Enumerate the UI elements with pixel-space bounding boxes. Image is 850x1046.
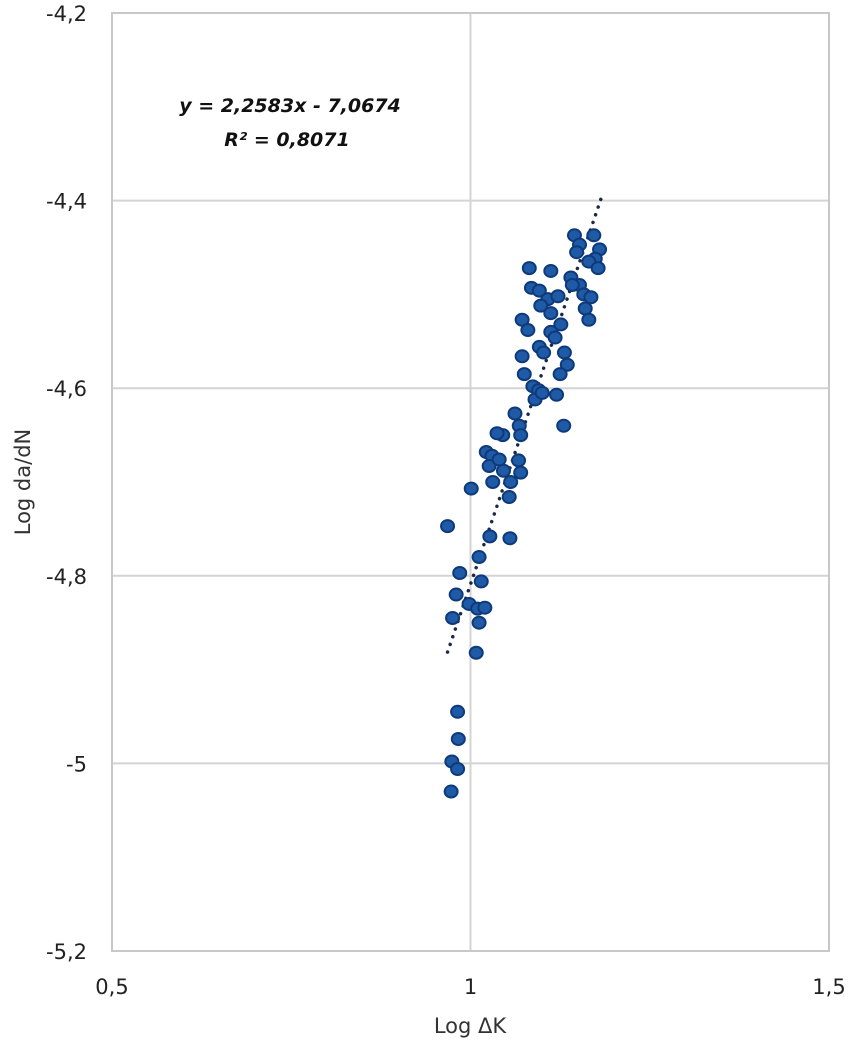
data-point bbox=[513, 465, 529, 480]
data-point bbox=[533, 298, 549, 313]
data-point bbox=[491, 452, 507, 467]
plot-area-border bbox=[111, 12, 830, 952]
y-tick-label: -4,2 bbox=[46, 2, 87, 26]
x-axis-title: Log ΔK bbox=[434, 1014, 508, 1038]
data-point bbox=[502, 531, 518, 546]
data-point bbox=[521, 261, 537, 276]
y-axis-title: Log da/dN bbox=[11, 429, 35, 536]
r-squared-label: R² = 0,8071 bbox=[224, 129, 349, 151]
trendline bbox=[445, 197, 603, 654]
data-point bbox=[452, 565, 468, 580]
data-point bbox=[443, 784, 459, 799]
data-point bbox=[507, 406, 523, 421]
x-tick-label: 0,5 bbox=[95, 975, 128, 999]
trendline-path bbox=[445, 197, 603, 654]
data-point bbox=[552, 367, 568, 382]
y-tick-label: -4,8 bbox=[46, 565, 87, 589]
data-point bbox=[586, 228, 602, 243]
data-point bbox=[463, 481, 479, 496]
data-point bbox=[471, 615, 487, 630]
data-point bbox=[513, 428, 529, 443]
data-point bbox=[559, 357, 575, 372]
data-point bbox=[471, 550, 487, 565]
data-point bbox=[564, 278, 580, 293]
data-point bbox=[450, 704, 466, 719]
data-point bbox=[501, 490, 517, 505]
data-point bbox=[547, 330, 563, 345]
data-point bbox=[577, 301, 593, 316]
data-point bbox=[581, 312, 597, 327]
data-point bbox=[583, 290, 599, 305]
data-point bbox=[445, 611, 461, 626]
data-point bbox=[489, 426, 505, 441]
data-point bbox=[543, 263, 559, 278]
data-point bbox=[485, 475, 501, 489]
data-point bbox=[550, 289, 566, 304]
data-point bbox=[536, 345, 552, 360]
data-point bbox=[553, 317, 569, 332]
trendline-equation: y = 2,2583x - 7,0674 bbox=[179, 95, 401, 117]
data-point bbox=[511, 453, 527, 468]
data-points bbox=[440, 228, 608, 799]
y-tick-label: -4,4 bbox=[46, 190, 87, 214]
gridlines bbox=[111, 12, 830, 952]
y-tick-label: -5,2 bbox=[46, 940, 87, 964]
data-point bbox=[556, 345, 572, 360]
data-point bbox=[448, 587, 464, 602]
data-point bbox=[440, 519, 456, 534]
x-tick-label: 1,5 bbox=[812, 975, 845, 999]
y-tick-label: -5 bbox=[66, 752, 87, 776]
data-point bbox=[495, 463, 511, 478]
x-tick-label: 1 bbox=[464, 975, 477, 999]
data-point bbox=[590, 261, 606, 276]
data-point bbox=[482, 529, 498, 544]
data-point bbox=[477, 600, 493, 615]
data-point bbox=[543, 306, 559, 321]
data-point bbox=[534, 385, 550, 400]
data-point bbox=[481, 459, 497, 474]
data-point bbox=[549, 387, 565, 402]
data-point bbox=[450, 762, 466, 777]
data-point bbox=[450, 732, 466, 747]
data-point bbox=[503, 475, 519, 489]
data-point bbox=[516, 367, 532, 382]
x-axis-ticks: 0,5 1 1,5 bbox=[95, 975, 845, 999]
data-point bbox=[473, 574, 489, 589]
data-point bbox=[520, 323, 536, 338]
data-point bbox=[514, 349, 530, 364]
y-tick-label: -4,6 bbox=[46, 377, 87, 401]
data-point bbox=[569, 245, 585, 260]
data-point bbox=[531, 283, 547, 298]
data-point bbox=[468, 645, 484, 660]
data-point bbox=[556, 418, 572, 433]
y-axis-ticks: -4,2 -4,4 -4,6 -4,8 -5 -5,2 bbox=[46, 2, 87, 964]
